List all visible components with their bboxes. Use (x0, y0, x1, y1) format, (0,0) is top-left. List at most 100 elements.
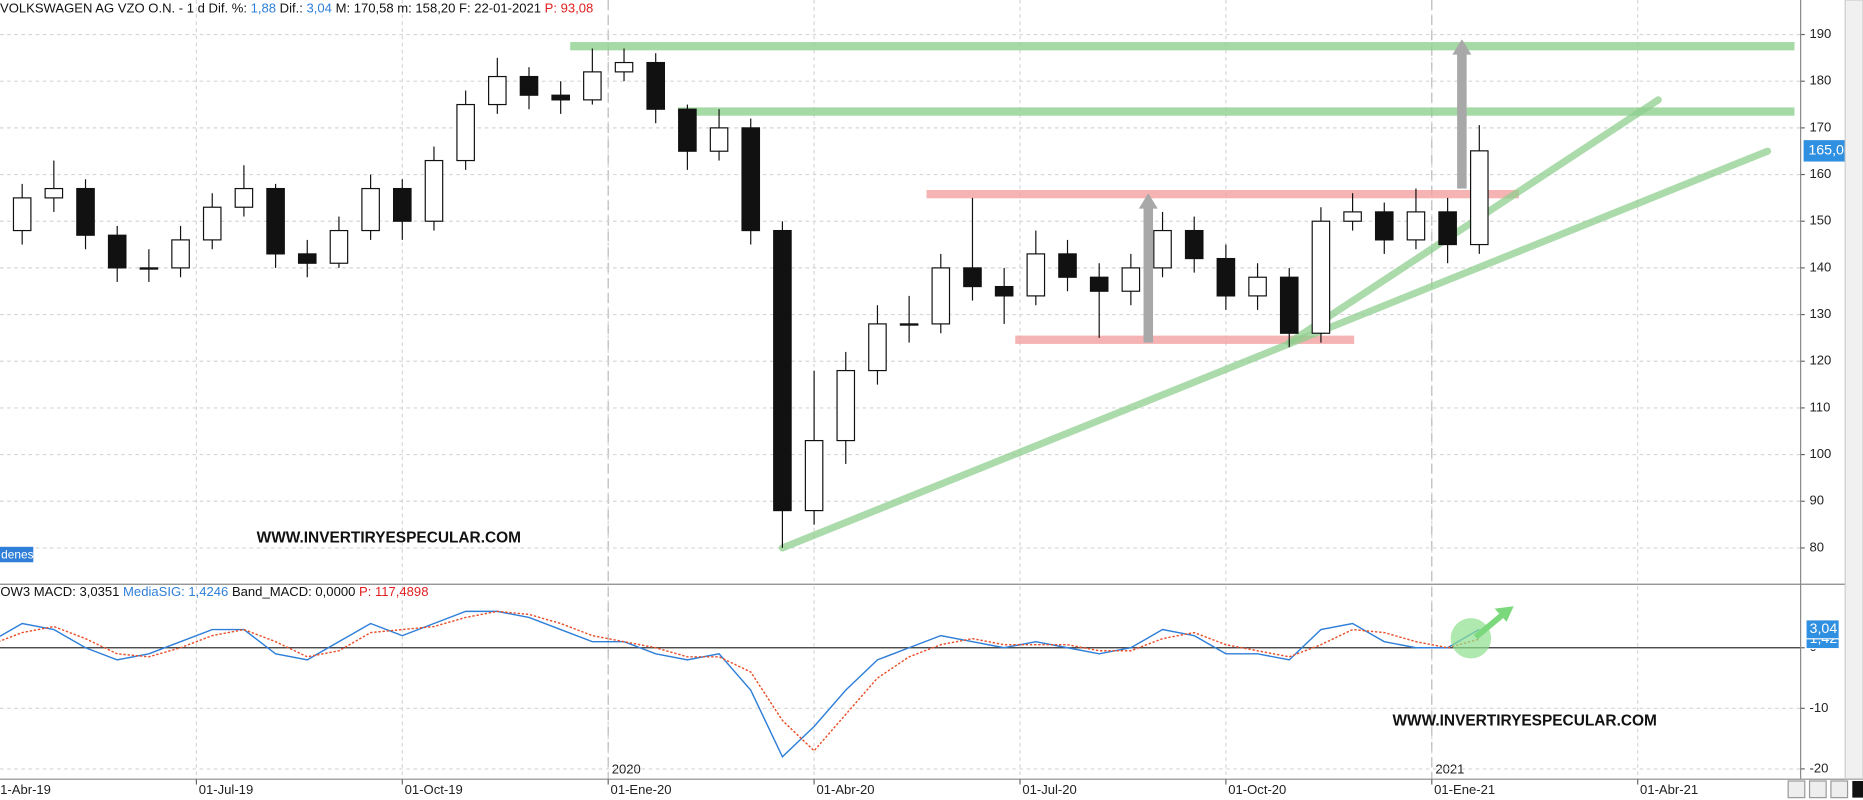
candle-body (1343, 211, 1362, 222)
y-tick-label: 160 (1810, 166, 1832, 181)
candle-body (899, 323, 919, 326)
candle-body (202, 206, 222, 241)
header-segment: VOW3 MACD: 3,0351 (0, 585, 123, 600)
header-segment: 3,04 (307, 1, 332, 16)
y-tick-label: 100 (1810, 446, 1832, 461)
candle-body (1058, 253, 1077, 278)
x-tick-label: 01-Jul-19 (199, 782, 253, 797)
candle-body (171, 239, 190, 269)
y-tick-label: -10 (1810, 700, 1829, 715)
candle-body (551, 94, 570, 101)
zoom-button[interactable] (1808, 780, 1827, 799)
macd-line (0, 610, 1480, 752)
level-band (677, 107, 1795, 116)
candle-body (1438, 211, 1457, 246)
x-tick-label: 01-Jul-20 (1022, 782, 1076, 797)
candle-body (234, 187, 254, 208)
candle-body (1374, 211, 1394, 241)
macd-header: VOW3 MACD: 3,0351 MediaSIG: 1,4246 Band_… (0, 585, 428, 600)
header-segment: P: 93,08 (545, 1, 594, 16)
candle-body (963, 267, 982, 288)
y-tick-label: 90 (1810, 493, 1825, 508)
arrow-shaft (1457, 53, 1467, 189)
candle-body (392, 187, 412, 222)
zoom-button[interactable] (1787, 780, 1806, 799)
watermark: WWW.INVERTIRYESPECULAR.COM (1392, 713, 1656, 730)
candle-body (1089, 276, 1109, 292)
color-button[interactable] (1852, 780, 1863, 798)
y-tick-label: -20 (1810, 760, 1829, 775)
x-tick-label: 01-Oct-20 (1228, 782, 1286, 797)
side-tag: denes (1, 547, 33, 561)
last-price-label: 165,08 (1808, 143, 1852, 159)
year-label: 2020 (612, 762, 641, 777)
y-tick-label: 140 (1810, 259, 1832, 274)
candle-body (678, 108, 697, 152)
signal-arrow (1473, 611, 1507, 640)
x-tick-label: 01-Oct-19 (405, 782, 463, 797)
level-band (926, 189, 1519, 199)
candle-body (519, 75, 539, 96)
y-tick-label: 110 (1810, 399, 1831, 414)
level-band (1015, 335, 1355, 344)
header-segment: Dif.: (276, 1, 306, 16)
candle-body (12, 197, 32, 232)
candle-body (741, 127, 761, 232)
candle-body (139, 267, 159, 270)
candle-body (488, 75, 507, 106)
candle-body (931, 267, 951, 325)
side-tag-box (0, 546, 34, 563)
arrow-head (1138, 193, 1158, 209)
value-label: 3,04 (1810, 621, 1838, 637)
last-price-box (1803, 140, 1846, 162)
candle-body (646, 61, 666, 110)
candle-body (709, 127, 729, 152)
candle-body (1121, 267, 1141, 292)
x-tick-label: 01-Abr-19 (0, 782, 51, 797)
value-box (1805, 619, 1840, 640)
candle-body (456, 103, 475, 162)
macd-line (0, 610, 1480, 758)
header-segment: M: 170,58 m: 158,20 F: 22-01-2021 (332, 1, 545, 16)
header-segment: VOLKSWAGEN AG VZO O.N. - 1 d Dif. %: (0, 1, 251, 16)
candle-body (583, 71, 602, 101)
candle-body (76, 187, 95, 236)
candle-body (836, 369, 856, 442)
x-tick-label: 01-Abr-21 (1640, 782, 1698, 797)
y-tick-label: 80 (1810, 539, 1825, 554)
y-tick-label: 180 (1810, 73, 1832, 88)
y-tick-label: 130 (1810, 306, 1832, 321)
candle-body (1469, 150, 1489, 246)
header-segment: P: 117,4898 (359, 585, 428, 600)
candle-body (1153, 229, 1172, 269)
candle-body (266, 187, 285, 255)
candle-body (868, 323, 887, 372)
header-segment: Band_MACD: 0,0000 (232, 585, 359, 600)
arrow-head (1452, 39, 1472, 55)
signal-arrow-head (1494, 606, 1514, 622)
y-tick-label: 120 (1810, 353, 1832, 368)
candle-body (1026, 253, 1046, 297)
x-tick-label: 01-Abr-20 (816, 782, 874, 797)
trendline (778, 147, 1772, 552)
header-segment: 1,88 (251, 1, 276, 16)
candle-body (614, 61, 634, 73)
candle-body (297, 253, 317, 264)
candle-body (773, 229, 792, 512)
scrollbar[interactable] (1844, 0, 1863, 780)
price-header: VOLKSWAGEN AG VZO O.N. - 1 d Dif. %: 1,8… (0, 1, 593, 16)
level-band (570, 42, 1795, 51)
candle-body (1216, 257, 1236, 297)
candle-body (1406, 211, 1426, 241)
candle-body (1279, 276, 1299, 334)
candle-body (1311, 220, 1331, 334)
x-tick-label: 01-Ene-21 (1434, 782, 1495, 797)
watermark: WWW.INVERTIRYESPECULAR.COM (257, 530, 521, 547)
arrow-shaft (1143, 207, 1154, 343)
candle-body (361, 187, 380, 232)
zoom-button[interactable] (1830, 780, 1849, 799)
candle-body (994, 285, 1014, 297)
candle-body (1184, 229, 1204, 260)
